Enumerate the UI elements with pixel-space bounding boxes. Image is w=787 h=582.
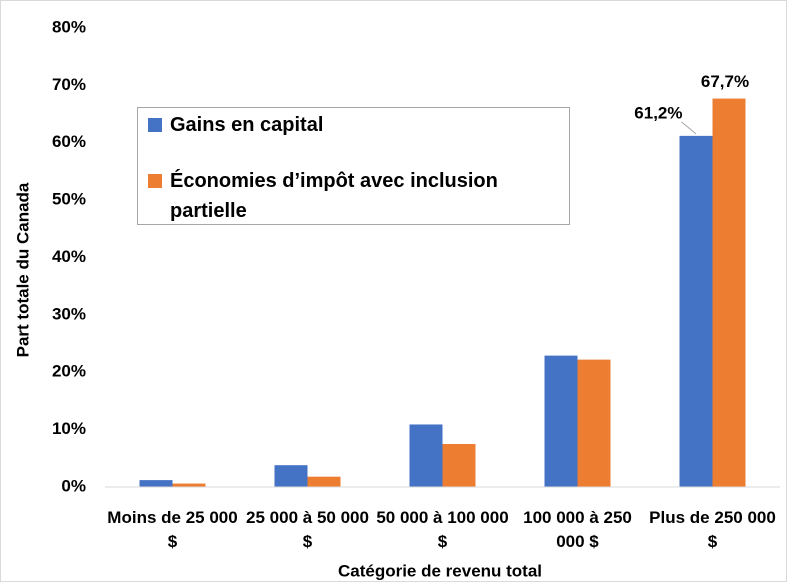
x-tick-label: 100 000 à 250 000 $	[523, 508, 632, 551]
y-tick-label: 70%	[52, 75, 86, 94]
legend-item: Économies d’impôt avec inclusion partiel…	[148, 166, 550, 226]
bar	[679, 135, 713, 488]
y-tick-label: 0%	[61, 476, 86, 495]
bar	[307, 476, 341, 487]
bar	[442, 443, 476, 487]
y-tick-label: 60%	[52, 132, 86, 151]
y-tick-label: 20%	[52, 362, 86, 381]
y-tick-label: 50%	[52, 190, 86, 209]
legend-label: Gains en capital	[170, 114, 324, 136]
bar	[172, 483, 206, 487]
legend-swatch	[148, 174, 162, 188]
y-axis-title: Part totale du Canada	[13, 182, 32, 357]
legend-item: Gains en capital	[148, 110, 550, 140]
y-tick-label: 30%	[52, 304, 86, 323]
bar	[712, 98, 746, 487]
x-tick-label: 25 000 à 50 000 $	[246, 508, 369, 551]
y-tick-label: 80%	[52, 17, 86, 36]
leader-line	[681, 121, 697, 135]
x-tick-label: Plus de 250 000 $	[649, 508, 776, 551]
bar	[274, 465, 308, 487]
x-tick-label: 50 000 à 100 000 $	[376, 508, 509, 551]
bar	[139, 480, 173, 487]
bar	[409, 424, 443, 487]
x-axis-title: Catégorie de revenu total	[338, 561, 542, 580]
value-label: 67,7%	[701, 72, 749, 91]
legend-label: Économies d’impôt avec inclusion partiel…	[170, 170, 498, 222]
x-tick-label: Moins de 25 000 $	[107, 508, 238, 551]
bar	[544, 355, 578, 487]
y-tick-label: 10%	[52, 419, 86, 438]
y-tick-label: 40%	[52, 247, 86, 266]
value-label: 61,2%	[634, 103, 682, 122]
legend-swatch	[148, 118, 162, 132]
bar	[577, 359, 611, 487]
legend: Gains en capital Économies d’impôt avec i…	[137, 107, 570, 225]
